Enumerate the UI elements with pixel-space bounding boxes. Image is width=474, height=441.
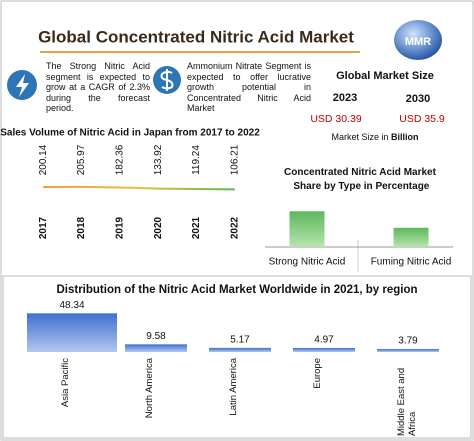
caption-unit: Billion [391,132,419,142]
value-label: 133.92 [153,144,164,175]
value-label: 200.14 [38,144,49,175]
x-tick-label: Europe [312,358,323,389]
region-panel [2,275,472,439]
bar [393,227,429,247]
market-value: USD 30.39 [310,113,362,125]
x-tick-label: North America [144,358,155,419]
x-tick-label: 2018 [76,216,87,239]
market-caption: Market Size in Billion [331,132,418,142]
x-tick-label: 2022 [229,216,240,239]
bar [209,347,271,352]
value-label: 3.79 [398,336,418,347]
chart-title: Concentrated Nitric Acid Market Share by… [284,167,437,192]
value-label: 4.97 [314,335,334,346]
caption: Market Size in [331,132,388,142]
title-line: Share by Type in Percentage [291,181,430,192]
page-title: Global Concentrated Nitric Acid Market [38,27,354,46]
bar [293,348,355,352]
x-tick-label: 2021 [191,216,202,239]
x-tick-label: Asia Pacific [60,358,71,408]
value-label: 119.24 [191,145,202,175]
x-tick-label: 2019 [114,216,125,239]
market-value: USD 35.9 [399,113,445,125]
value-label: 9.58 [146,331,166,342]
value-label: 205.97 [76,144,87,175]
note: Ammonium Nitrate Segment is expected to … [187,61,311,113]
x-tick-label: Latin America [228,358,239,416]
value-label: 182.36 [114,144,125,175]
logo-text: MMR [405,36,431,48]
bar [27,313,117,352]
title-line: Concentrated Nitric Acid Market [284,167,437,178]
value-label: 48.34 [59,300,84,311]
line [43,185,235,191]
x-tick-label: Fuming Nitric Acid [371,257,452,268]
bar [289,211,325,247]
chart-title: Distribution of the Nitric Acid Market W… [56,284,417,296]
dollar-icon [160,69,174,91]
market-year: 2023 [333,92,357,104]
x-tick-label: Middle East and Africa [396,367,418,436]
note: The Strong Nitric Acid segment is expect… [46,61,150,113]
logo-globe [394,20,442,60]
value-label: 106.21 [229,144,240,175]
bar [377,348,439,352]
x-tick-label: 2017 [38,216,49,239]
value-label: 5.17 [230,335,250,346]
chart-title: Sales Volume of Nitric Acid in Japan fro… [0,128,260,139]
bar [125,344,187,352]
x-tick-label: Strong Nitric Acid [269,257,346,268]
market-size-title: Global Market Size [336,70,434,82]
x-tick-label: 2020 [153,216,164,239]
market-year: 2030 [406,93,430,105]
bolt-icon [16,74,29,97]
